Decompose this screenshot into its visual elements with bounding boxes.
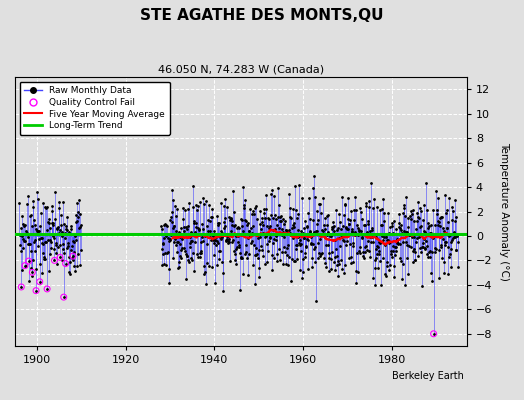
Point [28, 269, 37, 276]
Point [429, 330, 438, 337]
Legend: Raw Monthly Data, Quality Control Fail, Five Year Moving Average, Long-Term Tren: Raw Monthly Data, Quality Control Fail, … [19, 82, 170, 135]
Title: 46.050 N, 74.283 W (Canada): 46.050 N, 74.283 W (Canada) [158, 65, 324, 75]
Point [32, 288, 40, 294]
Point [25, 258, 33, 264]
Point [36, 278, 44, 285]
Text: STE AGATHE DES MONTS,QU: STE AGATHE DES MONTS,QU [140, 8, 384, 23]
Text: Berkeley Earth: Berkeley Earth [392, 371, 464, 381]
Point [60, 294, 68, 300]
Point [61, 260, 70, 267]
Point [43, 286, 51, 292]
Point [50, 257, 59, 264]
Y-axis label: Temperature Anomaly (°C): Temperature Anomaly (°C) [499, 142, 509, 281]
Point [21, 262, 29, 269]
Point [56, 254, 64, 260]
Point [17, 284, 26, 290]
Point [69, 253, 77, 259]
